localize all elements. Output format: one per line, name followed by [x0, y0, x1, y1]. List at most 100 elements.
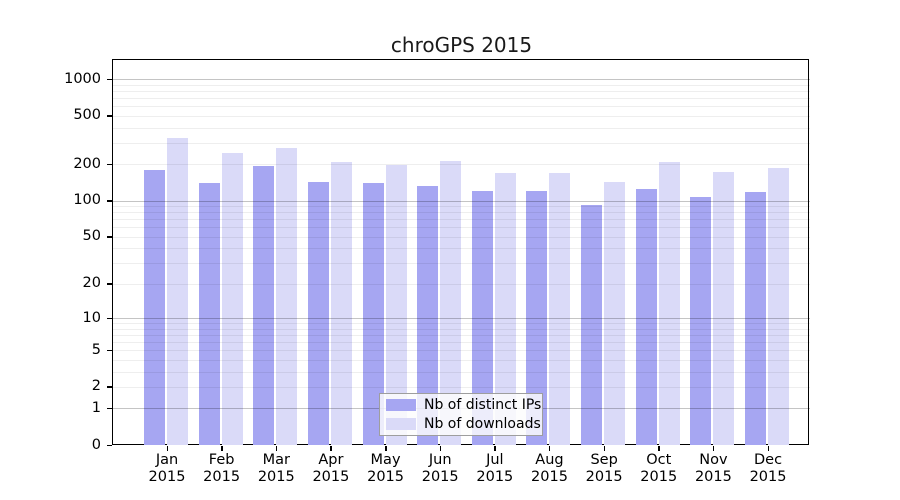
bar-distinct-ips-nov — [690, 197, 712, 445]
x-tick-month: Jun — [428, 452, 452, 468]
bar-distinct-ips-aug — [526, 191, 548, 445]
y-tick-mark-2 — [107, 386, 112, 388]
x-tick-mark-sep — [603, 446, 606, 451]
y-tick-mark-200 — [107, 163, 112, 166]
legend-label-distinct-ips: Nb of distinct IPs — [424, 397, 542, 414]
minor-gridline-70 — [113, 219, 810, 221]
minor-gridline-80 — [113, 212, 810, 214]
x-tick-label-aug: Aug 2015 — [514, 452, 584, 486]
x-tick-month: Nov — [699, 452, 728, 468]
x-tick-month: Sep — [590, 452, 618, 468]
y-tick-mark-50 — [107, 236, 112, 238]
bar-downloads-aug — [549, 173, 571, 445]
x-tick-year: 2015 — [421, 469, 459, 485]
y-tick-label-5: 5 — [91, 341, 101, 358]
major-gridline-1000 — [113, 79, 810, 81]
minor-gridline-9 — [113, 323, 810, 325]
x-tick-month: Oct — [646, 452, 672, 468]
x-tick-month: Dec — [754, 452, 783, 468]
y-tick-mark-1 — [107, 407, 112, 410]
minor-gridline-40 — [113, 248, 810, 250]
y-tick-mark-10 — [107, 317, 112, 320]
y-tick-label-50: 50 — [82, 228, 101, 245]
x-tick-month: Jan — [155, 452, 179, 468]
x-tick-year: 2015 — [694, 469, 732, 485]
y-tick-label-1: 1 — [91, 399, 101, 416]
x-tick-mark-mar — [275, 446, 278, 451]
y-tick-mark-100 — [107, 200, 112, 202]
legend-item-downloads: Nb of downloads — [386, 415, 542, 434]
y-tick-label-1000: 1000 — [64, 70, 101, 87]
minor-gridline-50 — [113, 236, 810, 238]
x-tick-mark-aug — [548, 446, 551, 451]
minor-gridline-900 — [113, 84, 810, 86]
major-gridline-10 — [113, 318, 810, 320]
y-tick-label-10: 10 — [82, 309, 101, 326]
bar-distinct-ips-mar — [253, 166, 275, 445]
minor-gridline-5 — [113, 350, 810, 352]
minor-gridline-700 — [113, 98, 810, 100]
x-tick-year: 2015 — [203, 469, 241, 485]
x-tick-year: 2015 — [257, 469, 295, 485]
x-tick-mark-dec — [767, 446, 770, 451]
x-tick-year: 2015 — [531, 469, 568, 485]
x-tick-mark-apr — [330, 446, 332, 451]
bar-downloads-may — [385, 165, 407, 445]
x-tick-month: May — [370, 452, 401, 468]
x-tick-year: 2015 — [476, 469, 514, 485]
y-tick-mark-500 — [107, 115, 112, 117]
bar-downloads-mar — [276, 148, 298, 445]
x-tick-label-nov: Nov 2015 — [678, 452, 748, 486]
legend-label-downloads: Nb of downloads — [424, 415, 541, 432]
minor-gridline-20 — [113, 283, 810, 285]
bar-downloads-jul — [494, 172, 516, 445]
minor-gridline-2 — [113, 386, 810, 388]
x-tick-year: 2015 — [640, 469, 678, 485]
x-tick-year: 2015 — [585, 469, 623, 485]
minor-gridline-3 — [113, 371, 810, 373]
bar-distinct-ips-oct — [635, 188, 657, 445]
bar-downloads-feb — [221, 152, 243, 445]
minor-gridline-7 — [113, 334, 810, 336]
bar-distinct-ips-jan — [144, 169, 165, 445]
y-tick-mark-20 — [107, 283, 112, 285]
x-tick-mark-nov — [712, 446, 715, 451]
minor-gridline-500 — [113, 115, 810, 117]
x-tick-month: Jul — [486, 452, 504, 468]
x-tick-mark-may — [385, 446, 387, 451]
x-tick-month: Feb — [208, 452, 235, 468]
minor-gridline-4 — [113, 359, 810, 361]
legend-item-distinct-ips: Nb of distinct IPs — [386, 396, 542, 415]
minor-gridline-6 — [113, 341, 810, 343]
x-tick-mark-oct — [658, 446, 660, 451]
y-tick-mark-5 — [107, 349, 112, 352]
y-tick-label-2: 2 — [91, 378, 101, 395]
bar-downloads-oct — [658, 162, 680, 445]
x-tick-month: Aug — [535, 452, 564, 468]
minor-gridline-200 — [113, 164, 810, 166]
y-tick-mark-1000 — [107, 78, 112, 81]
y-tick-mark-0 — [107, 444, 112, 446]
x-tick-year: 2015 — [367, 469, 404, 485]
legend-swatch-distinct-ips — [386, 399, 416, 412]
bar-downloads-sep — [604, 182, 626, 445]
x-tick-year: 2015 — [312, 469, 350, 485]
x-tick-label-sep: Sep 2015 — [569, 452, 639, 486]
x-tick-label-may: May 2015 — [351, 452, 421, 486]
bar-downloads-jun — [440, 161, 462, 445]
bar-distinct-ips-dec — [745, 191, 767, 445]
x-tick-label-mar: Mar 2015 — [241, 452, 311, 486]
minor-gridline-90 — [113, 206, 810, 208]
minor-gridline-400 — [113, 127, 810, 129]
legend: Nb of distinct IPs Nb of downloads — [379, 393, 543, 436]
bar-downloads-apr — [330, 162, 352, 445]
x-tick-label-jan: Jan 2015 — [132, 452, 202, 486]
y-tick-label-0: 0 — [91, 436, 101, 453]
bar-downloads-nov — [713, 172, 735, 445]
minor-gridline-60 — [113, 227, 810, 229]
x-tick-month: Mar — [262, 452, 290, 468]
minor-gridline-300 — [113, 142, 810, 144]
legend-swatch-downloads — [386, 417, 416, 430]
x-tick-mark-jan — [166, 446, 168, 451]
